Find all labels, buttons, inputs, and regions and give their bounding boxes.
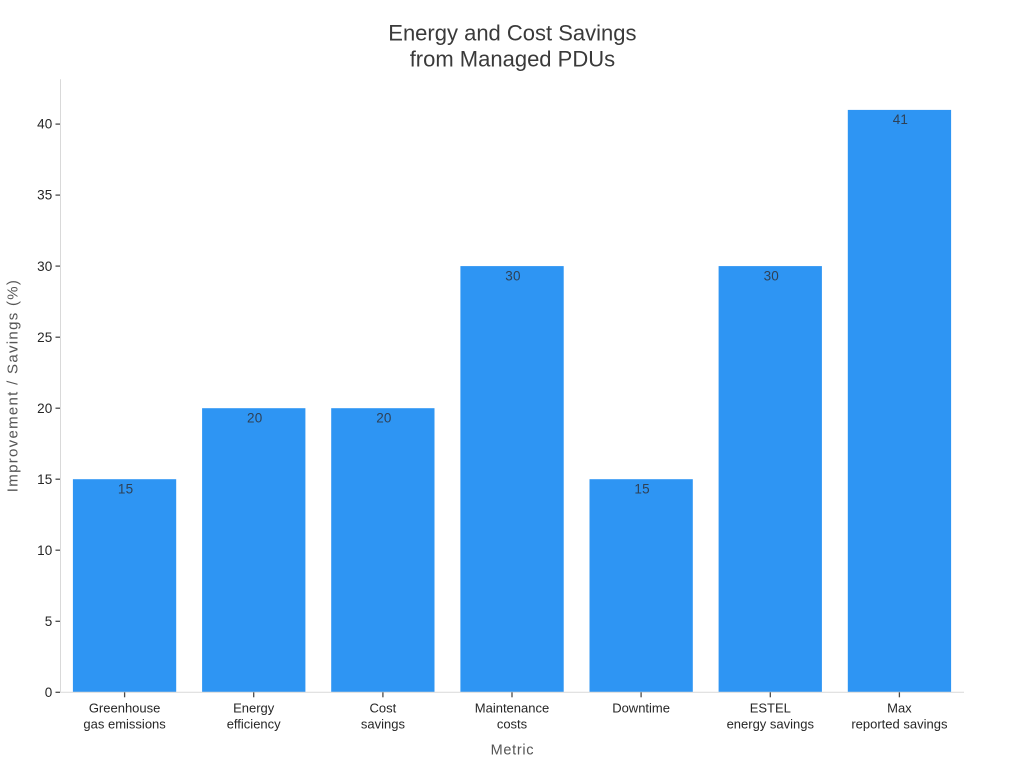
svg-text:15: 15: [118, 481, 133, 496]
svg-text:Improvement / Savings (%): Improvement / Savings (%): [4, 279, 21, 492]
svg-text:Energy: Energy: [233, 701, 275, 716]
svg-text:ESTEL: ESTEL: [750, 701, 791, 716]
svg-text:5: 5: [45, 614, 53, 629]
svg-text:30: 30: [505, 268, 520, 283]
svg-text:costs: costs: [497, 717, 528, 732]
svg-text:41: 41: [893, 112, 908, 127]
svg-text:Greenhouse: Greenhouse: [89, 701, 161, 716]
svg-text:10: 10: [37, 543, 52, 558]
svg-text:30: 30: [37, 259, 52, 274]
svg-text:30: 30: [764, 268, 779, 283]
svg-text:25: 25: [37, 330, 52, 345]
svg-text:reported savings: reported savings: [851, 717, 948, 732]
svg-text:40: 40: [37, 117, 52, 132]
svg-text:15: 15: [634, 481, 649, 496]
svg-text:savings: savings: [361, 717, 406, 732]
svg-text:gas emissions: gas emissions: [83, 717, 166, 732]
svg-text:Cost: Cost: [370, 701, 397, 716]
svg-text:efficiency: efficiency: [227, 717, 281, 732]
svg-text:20: 20: [37, 401, 52, 416]
svg-text:20: 20: [247, 410, 262, 425]
svg-text:Maintenance: Maintenance: [475, 701, 549, 716]
svg-text:Energy and Cost Savings: Energy and Cost Savings: [388, 21, 636, 46]
svg-text:from Managed PDUs: from Managed PDUs: [410, 46, 615, 71]
svg-text:15: 15: [37, 472, 52, 487]
svg-text:Metric: Metric: [491, 743, 535, 759]
svg-text:35: 35: [37, 188, 52, 203]
svg-text:Downtime: Downtime: [612, 701, 670, 716]
svg-text:20: 20: [376, 410, 391, 425]
svg-text:Max: Max: [887, 701, 912, 716]
svg-text:0: 0: [45, 685, 53, 700]
svg-text:energy savings: energy savings: [727, 717, 815, 732]
